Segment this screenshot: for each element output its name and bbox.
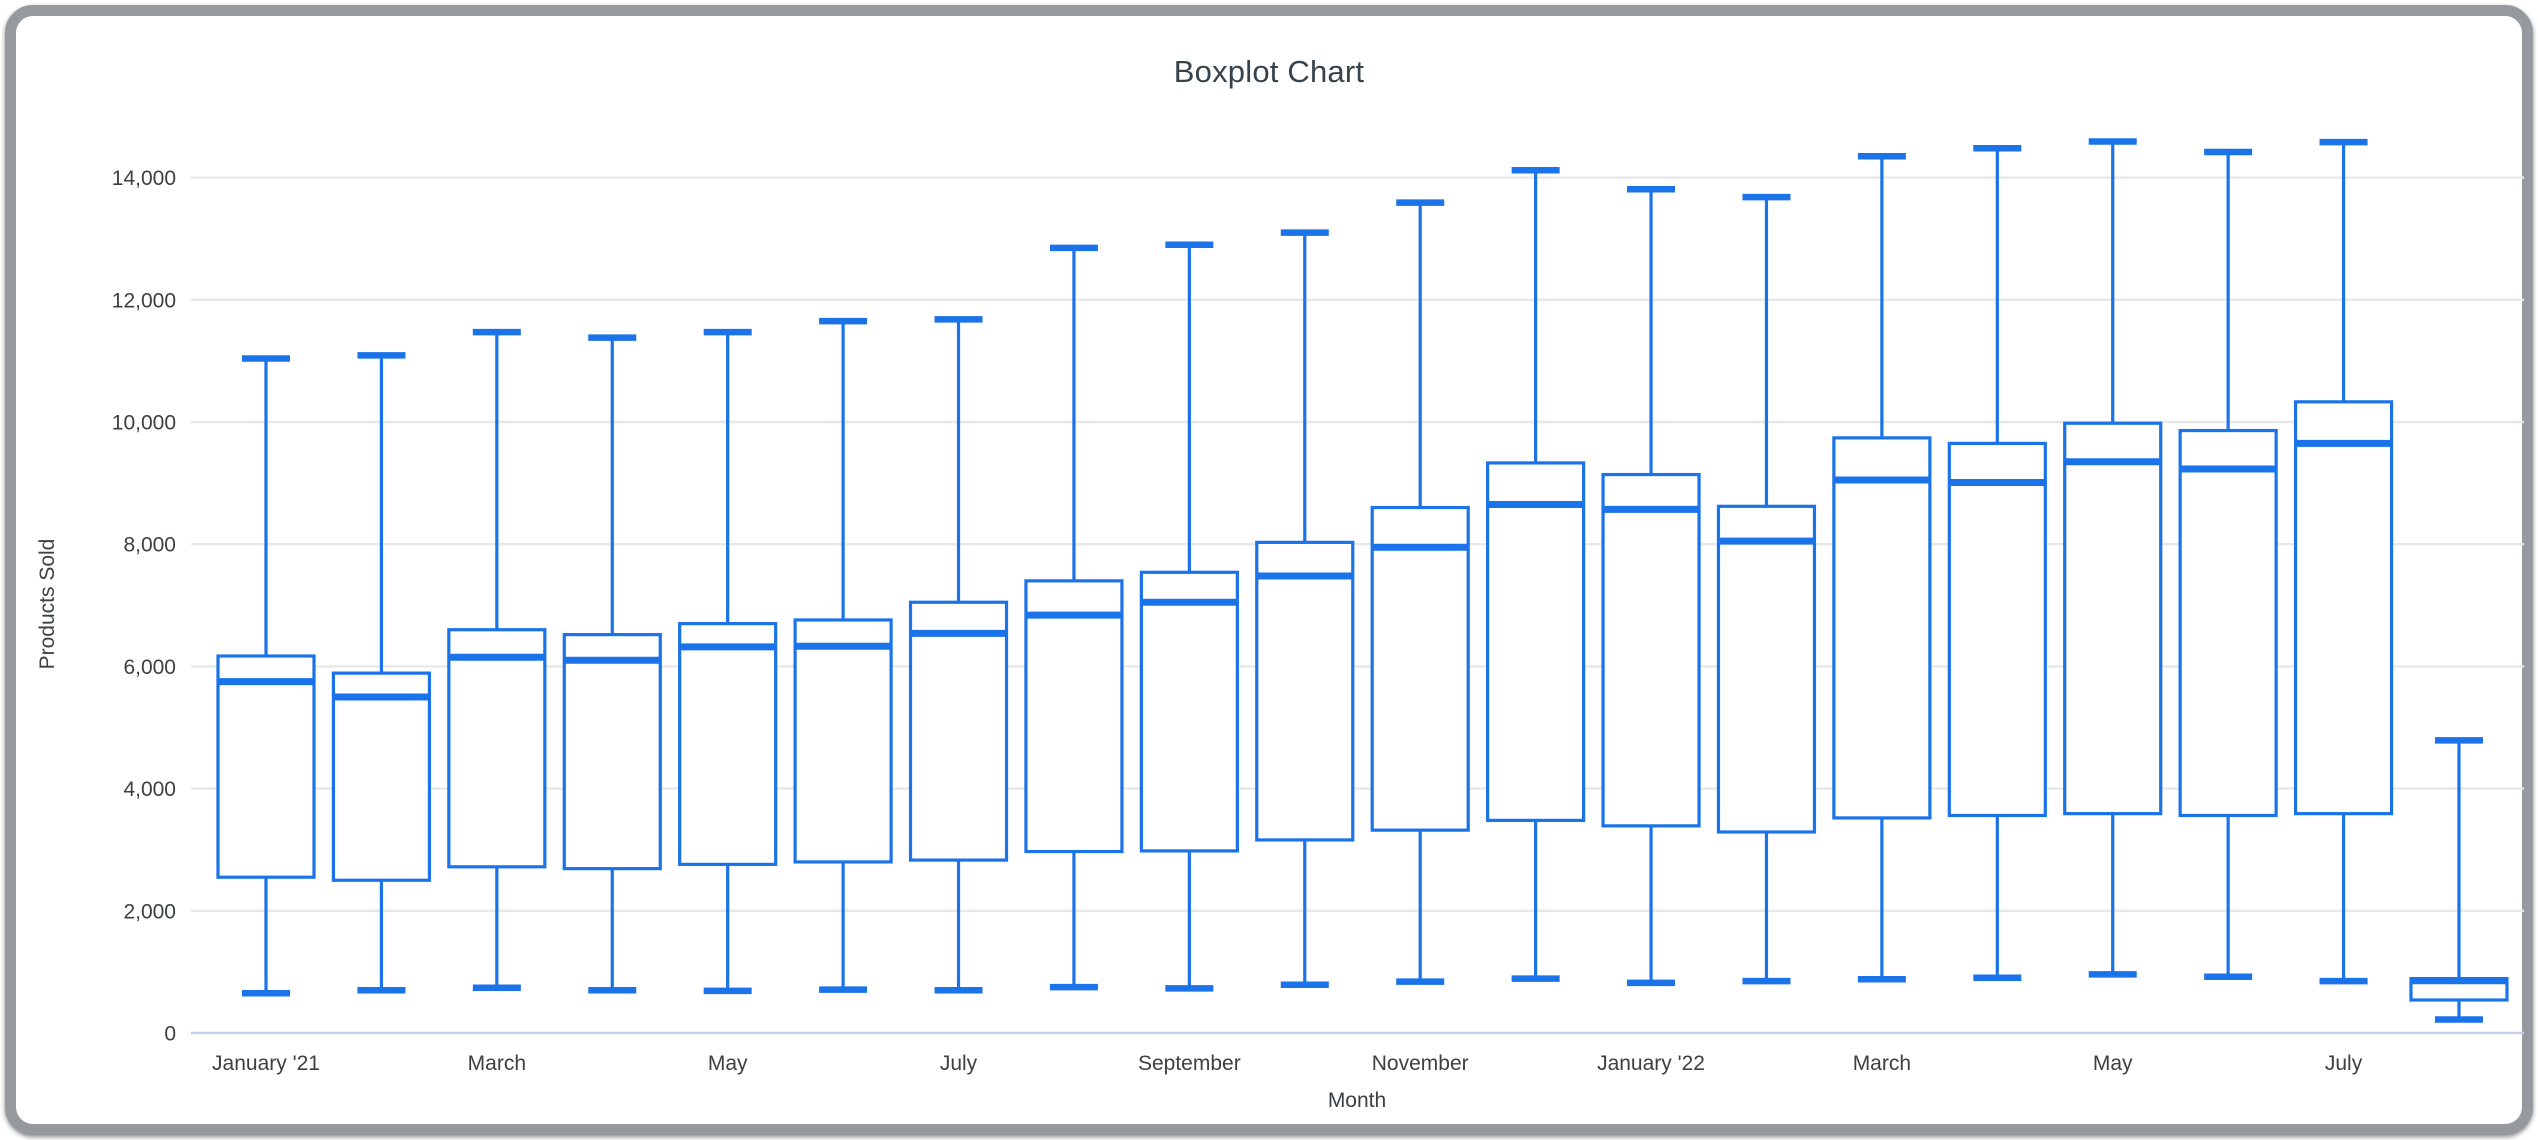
iqr-box: [447, 628, 547, 869]
boxplot-box: [562, 334, 662, 994]
x-tick-label: March: [468, 1052, 526, 1075]
y-tick-label: 14,000: [112, 167, 176, 190]
boxplot-box: [1024, 244, 1124, 991]
window-frame: Boxplot Chart Products Sold Month 0 2,000…: [5, 5, 2533, 1135]
x-tick-label: July: [2325, 1052, 2363, 1075]
y-tick-label: 2,000: [123, 900, 176, 923]
boxplot-box: [1832, 152, 1932, 983]
boxplot-box: [1255, 229, 1355, 988]
iqr-box: [1024, 579, 1124, 854]
x-tick-label: July: [940, 1052, 978, 1075]
boxplot-box: [1601, 185, 1701, 987]
y-tick-label: 10,000: [112, 412, 176, 435]
iqr-box: [1716, 504, 1817, 834]
iqr-box: [1255, 540, 1355, 842]
x-tick-label: January '22: [1597, 1052, 1705, 1075]
boxplot-box: [2178, 148, 2278, 981]
boxplot-box: [331, 352, 432, 994]
boxplot-box: [678, 328, 778, 995]
y-tick-label: 4,000: [123, 778, 176, 801]
boxplot-box: [216, 355, 316, 997]
iqr-box: [1601, 472, 1701, 828]
x-tick-label: November: [1372, 1052, 1469, 1075]
boxplot-box: [1139, 241, 1239, 992]
iqr-box: [216, 654, 316, 879]
chart-title: Boxplot Chart: [1173, 54, 1365, 89]
iqr-box: [1370, 505, 1470, 832]
iqr-box: [1139, 570, 1239, 853]
x-tick-label: September: [1138, 1052, 1241, 1075]
iqr-box: [793, 618, 893, 864]
boxplot-box: [1370, 199, 1470, 985]
boxplot-box: [1947, 145, 2047, 981]
iqr-box: [331, 671, 432, 882]
x-tick-label: March: [1853, 1052, 1911, 1075]
y-tick-label: 12,000: [112, 289, 176, 312]
iqr-box: [562, 633, 662, 871]
iqr-box: [1486, 461, 1586, 822]
x-axis-title: Month: [1327, 1089, 1387, 1112]
iqr-box: [1832, 436, 1932, 820]
boxplot-box: [2063, 138, 2163, 978]
iqr-box: [678, 622, 778, 866]
boxplot-box: [2293, 138, 2394, 985]
boxplot-box: [1486, 167, 1586, 982]
iqr-box: [1947, 441, 2047, 818]
iqr-box: [908, 600, 1009, 862]
x-tick-label: May: [2093, 1052, 2133, 1075]
boxplot-box: [447, 328, 547, 992]
boxplot-box: [1716, 193, 1817, 985]
boxplot-box: [908, 316, 1009, 994]
boxplot-box: [2409, 737, 2509, 1023]
iqr-box: [2063, 421, 2163, 816]
y-tick-label: 6,000: [123, 656, 176, 679]
x-tick-label: January '21: [212, 1052, 320, 1075]
iqr-box: [2293, 400, 2394, 816]
x-tick-label: May: [708, 1052, 748, 1075]
y-tick-label: 0: [164, 1023, 176, 1046]
boxplot-plot: 0 2,000 4,000 6,000 8,000 10,000 12,000 14,000 J…: [112, 138, 2524, 1075]
boxplot-box: [793, 317, 893, 993]
y-tick-label: 8,000: [123, 534, 176, 557]
iqr-box: [2178, 428, 2278, 818]
